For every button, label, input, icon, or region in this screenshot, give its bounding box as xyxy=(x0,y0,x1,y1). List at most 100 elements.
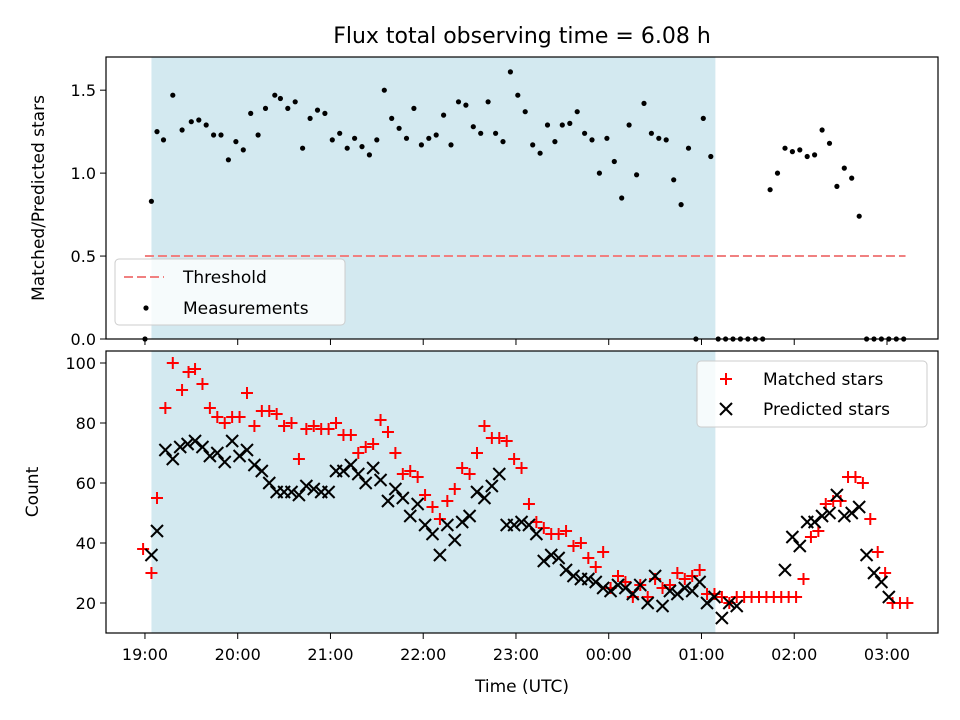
measurement-point xyxy=(663,137,669,143)
predicted-star-marker xyxy=(284,485,299,499)
measurement-point xyxy=(493,130,499,136)
bottom-ytick-label: 40 xyxy=(76,534,96,553)
bottom-ytick-label: 80 xyxy=(76,414,96,433)
measurement-point xyxy=(359,144,365,150)
predicted-star-marker xyxy=(307,482,321,496)
matched-star-marker xyxy=(693,564,706,576)
matched-star-marker xyxy=(663,579,676,591)
measurement-point xyxy=(522,109,528,115)
predicted-star-marker xyxy=(685,584,699,598)
measurement-point xyxy=(300,145,306,151)
matched-star-marker xyxy=(137,543,150,555)
matched-star-marker xyxy=(901,597,914,609)
matched-star-marker xyxy=(797,573,810,585)
matched-star-marker xyxy=(203,402,216,414)
predicted-star-marker xyxy=(707,590,722,604)
predicted-star-marker xyxy=(837,509,852,523)
predicted-star-marker xyxy=(344,458,358,472)
predicted-star-marker xyxy=(678,581,692,595)
measurement-point xyxy=(671,177,677,183)
matched-star-marker xyxy=(589,561,602,573)
measurement-point xyxy=(463,102,469,108)
matched-star-marker xyxy=(270,408,283,420)
measurement-point xyxy=(834,183,840,189)
matched-star-marker xyxy=(374,414,387,426)
predicted-star-marker xyxy=(158,443,173,457)
matched-star-marker xyxy=(567,540,580,552)
bottom-legend-box xyxy=(696,360,928,428)
measurement-point xyxy=(485,99,491,105)
measurement-point xyxy=(774,170,781,176)
matched-star-marker xyxy=(151,492,164,504)
measurement-point xyxy=(148,198,154,204)
matched-star-marker xyxy=(240,387,253,399)
predicted-star-marker xyxy=(299,479,314,493)
matched-star-marker xyxy=(176,384,189,396)
predicted-star-marker xyxy=(366,461,380,475)
predicted-star-marker xyxy=(603,584,618,598)
matched-star-marker xyxy=(478,420,491,432)
xtick-label: 20:00 xyxy=(215,645,261,664)
matched-star-marker xyxy=(560,525,573,537)
predicted-star-marker xyxy=(670,587,685,601)
measurement-point xyxy=(240,147,246,153)
matched-star-marker xyxy=(678,573,691,585)
measurement-point xyxy=(812,152,818,158)
predicted-star-marker xyxy=(210,446,225,460)
matched-star-marker xyxy=(500,435,513,447)
top-y-axis-label: Matched/Predicted stars xyxy=(29,95,49,301)
measurement-point xyxy=(433,132,439,138)
legend-matched-label: Matched stars xyxy=(763,370,883,390)
measurement-point xyxy=(418,142,424,148)
measurement-point xyxy=(678,202,684,208)
predicted-star-marker xyxy=(514,515,529,529)
top-ytick-label: 0.5 xyxy=(71,247,96,266)
predicted-star-marker xyxy=(410,497,425,511)
predicted-star-marker xyxy=(321,485,336,499)
measurement-point xyxy=(366,152,372,158)
measurement-point xyxy=(160,137,167,143)
predicted-star-marker xyxy=(529,527,544,541)
matched-star-marker xyxy=(211,411,224,423)
measurement-point xyxy=(626,122,632,128)
measurement-point xyxy=(804,153,810,160)
predicted-star-marker xyxy=(247,458,262,472)
top-panel: 0.0 0.5 1.0 1.5 Matched/Predicted stars Thr… xyxy=(29,56,939,349)
matched-star-marker xyxy=(641,591,654,603)
top-axes-frame xyxy=(105,56,939,340)
predicted-star-marker xyxy=(359,476,373,490)
measurement-point xyxy=(344,145,350,151)
measurement-point xyxy=(567,120,573,126)
predicted-star-marker xyxy=(425,527,440,541)
measurement-point xyxy=(537,150,543,156)
predicted-star-marker xyxy=(351,467,365,481)
predicted-star-marker xyxy=(874,575,889,589)
measurement-point xyxy=(478,130,484,136)
matched-star-marker xyxy=(612,570,624,582)
predicted-star-marker xyxy=(336,464,351,478)
measurement-point xyxy=(544,122,551,128)
measurement-point xyxy=(634,172,640,178)
matched-star-marker xyxy=(574,537,587,549)
predicted-star-marker xyxy=(232,449,247,463)
predicted-star-marker xyxy=(551,551,566,565)
matched-star-marker xyxy=(285,417,298,429)
measurement-point xyxy=(322,110,328,116)
predicted-star-marker xyxy=(566,569,581,583)
predicted-star-marker xyxy=(859,548,874,562)
predicted-star-marker xyxy=(240,443,254,457)
measurement-point xyxy=(530,142,536,148)
predicted-star-marker xyxy=(522,518,536,532)
matched-star-marker xyxy=(441,495,454,507)
matched-star-marker xyxy=(849,471,862,483)
predicted-star-marker xyxy=(785,530,800,544)
measurement-point xyxy=(154,129,160,135)
predicted-star-marker xyxy=(396,491,410,505)
predicted-star-marker xyxy=(470,485,484,499)
matched-star-marker xyxy=(233,411,246,423)
predicted-star-marker xyxy=(700,596,714,610)
predicted-star-marker xyxy=(507,518,521,532)
matched-star-marker xyxy=(552,528,565,540)
predicted-star-marker xyxy=(618,581,633,595)
measurement-point xyxy=(218,132,224,138)
